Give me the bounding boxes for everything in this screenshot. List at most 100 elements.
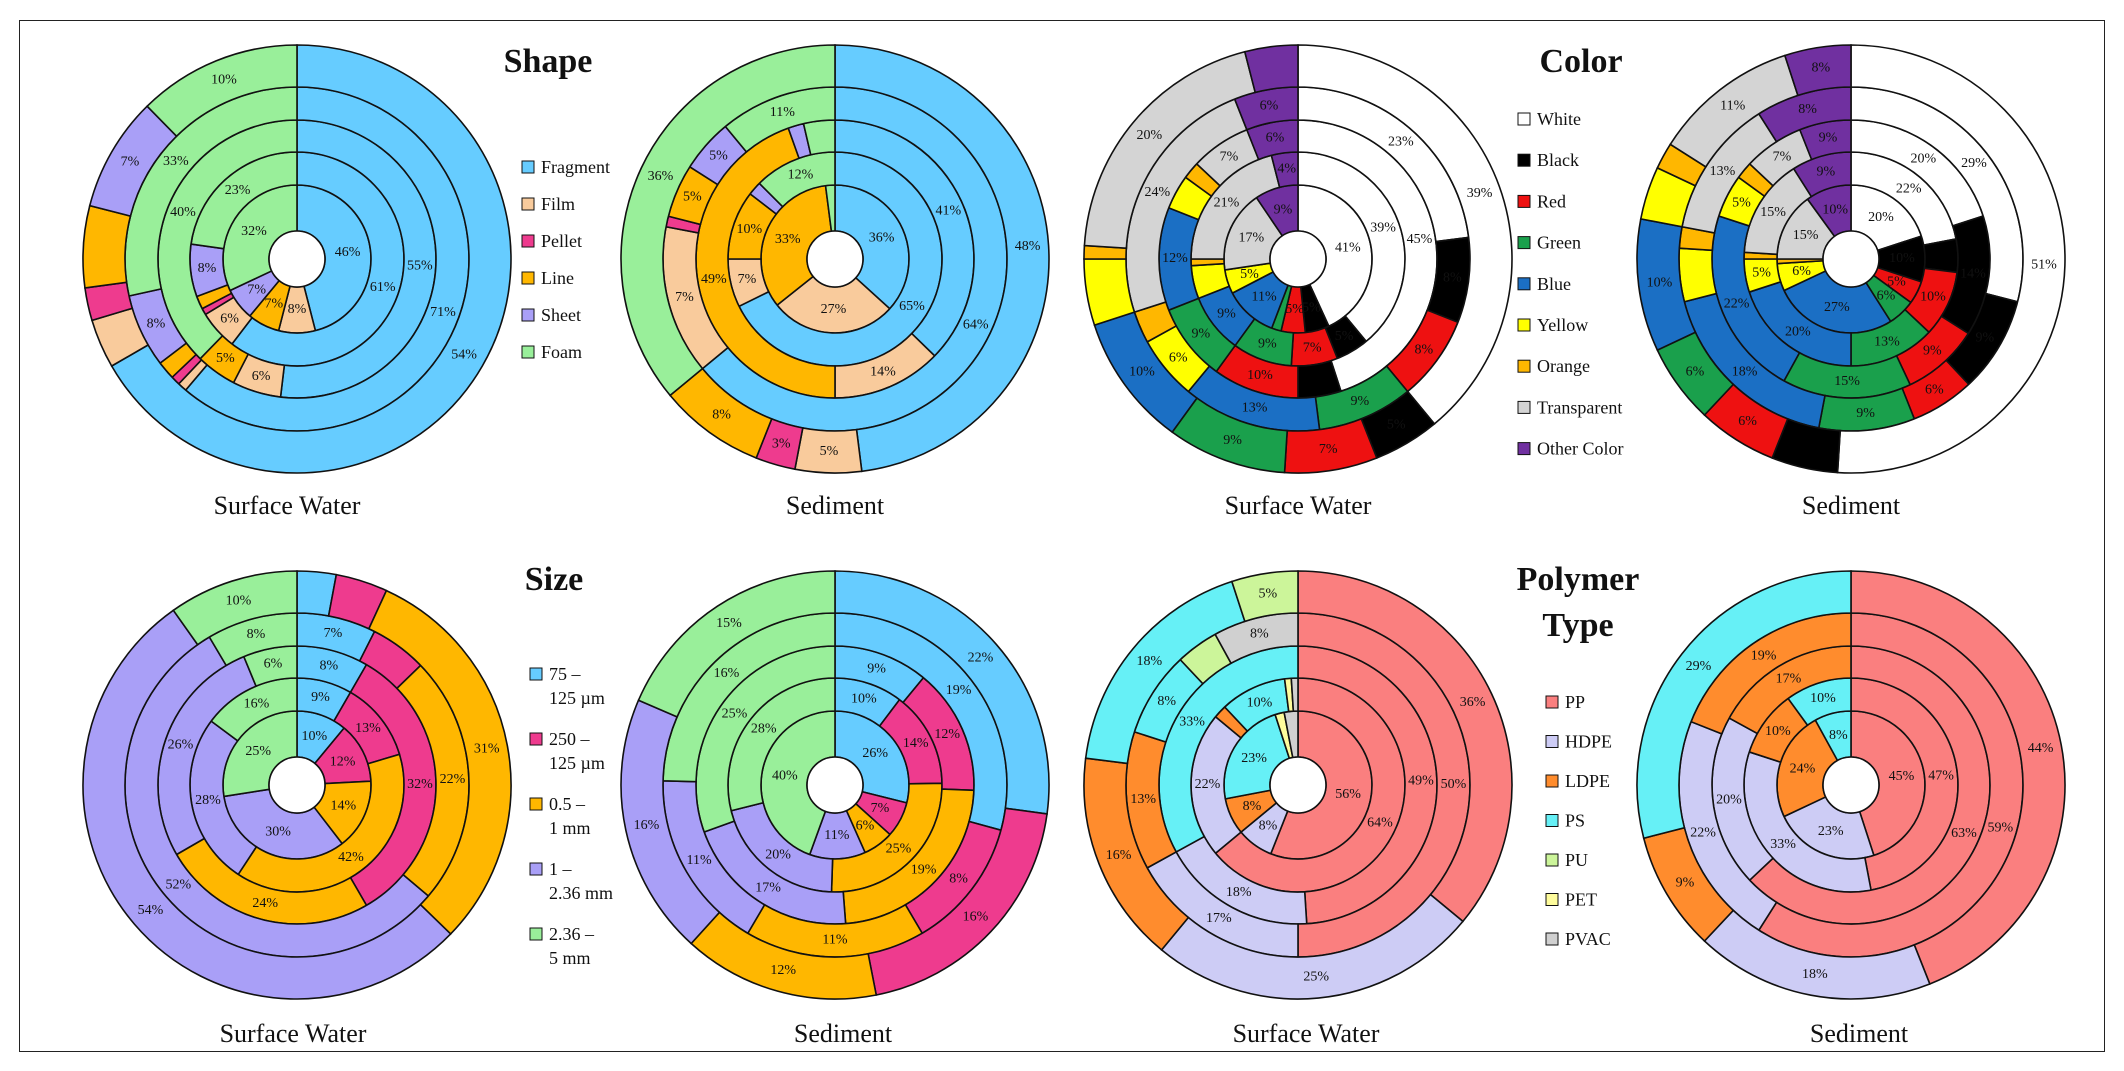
percent-label: 15% (1793, 228, 1819, 243)
percent-label: 11% (770, 105, 795, 120)
ring-2-segment-pvac (1290, 677, 1299, 712)
percent-label: 64% (1367, 816, 1393, 831)
percent-label: 49% (701, 272, 727, 287)
percent-label: 12% (1162, 251, 1188, 266)
legend-label: Film (541, 194, 575, 214)
percent-label: 14% (903, 736, 929, 751)
percent-label: 9% (1819, 130, 1838, 145)
percent-label: 24% (252, 896, 278, 911)
percent-label: 55% (407, 259, 433, 274)
percent-label: 5% (1335, 329, 1354, 344)
percent-label: 26% (168, 738, 194, 753)
donut-hole (1269, 230, 1327, 288)
percent-label: 25% (1303, 969, 1329, 984)
donut-hole (1269, 756, 1327, 814)
percent-label: 15% (1760, 205, 1786, 220)
percent-label: 12% (934, 727, 960, 742)
percent-label: 33% (775, 232, 801, 247)
legend-swatch (521, 271, 535, 285)
legend-swatch (521, 345, 535, 359)
percent-label: 6% (856, 819, 875, 834)
ring-5-segment-other-color (1243, 44, 1299, 94)
legend-label: 125 µm (549, 753, 605, 773)
ring-2-segment-black (1922, 238, 1959, 274)
percent-label: 25% (245, 744, 271, 759)
legend-swatch (1517, 236, 1531, 250)
panel-title-shape: Shape (504, 43, 593, 80)
percent-label: 36% (1460, 695, 1486, 710)
ring-5-segment-2-36-5-mm (172, 570, 298, 646)
percent-label: 5% (1258, 587, 1277, 602)
percent-label: 13% (1242, 401, 1268, 416)
percent-label: 5% (1387, 417, 1406, 432)
percent-label: 32% (241, 224, 267, 239)
percent-label: 15% (1834, 374, 1860, 389)
percent-label: 7% (675, 290, 694, 305)
percent-label: 8% (1243, 799, 1262, 814)
percent-label: 40% (170, 205, 196, 220)
percent-label: 9% (1676, 875, 1695, 890)
percent-label: 6% (252, 369, 271, 384)
legend-shape: Fragment Film Pellet Line Sheet Foam (521, 157, 610, 362)
donut-chart-7 (1083, 570, 1513, 1000)
donut-hole (806, 230, 864, 288)
percent-label: 23% (1388, 135, 1414, 150)
ring-2-segment-orange (1190, 258, 1225, 267)
caption-size-sediment: Sediment (794, 1019, 893, 1048)
percent-label: 54% (451, 348, 477, 363)
legend-label: HDPE (1565, 732, 1612, 752)
caption-color-sediment: Sediment (1802, 491, 1901, 520)
legend-swatch (1517, 442, 1531, 456)
percent-label: 45% (1889, 769, 1915, 784)
legend-swatch (529, 667, 543, 681)
percent-label: 65% (899, 299, 925, 314)
percent-label: 29% (1961, 156, 1987, 171)
percent-label: 16% (1106, 848, 1132, 863)
percent-label: 9% (311, 690, 330, 705)
donut-labels-1: 46%7%7%8%32%61%6%8%23%55%6%5%40%71%8%33%… (121, 73, 478, 384)
percent-label: 39% (1370, 221, 1396, 236)
percent-label: 10% (226, 593, 252, 608)
legend-label: Pellet (541, 231, 582, 251)
percent-label: 8% (198, 261, 217, 276)
percent-label: 23% (1241, 751, 1267, 766)
percent-label: 10% (1889, 251, 1915, 266)
caption-size-surface-water: Surface Water (220, 1019, 367, 1048)
percent-label: 30% (265, 825, 291, 840)
percent-label: 17% (1206, 911, 1232, 926)
percent-label: 9% (1223, 433, 1242, 448)
percent-label: 6% (1738, 414, 1757, 429)
legend-swatch (1545, 893, 1559, 906)
percent-label: 8% (147, 317, 166, 332)
percent-label: 22% (1896, 182, 1922, 197)
percent-label: 27% (821, 302, 847, 317)
donut-chart-3 (1083, 44, 1513, 474)
legend-swatch (1517, 318, 1531, 332)
percent-label: 64% (963, 317, 989, 332)
percent-label: 71% (430, 305, 456, 320)
donut-chart-8 (1636, 570, 2066, 1000)
ring-5-segment-1-2-36-mm (82, 609, 452, 1000)
percent-label: 20% (1868, 210, 1894, 225)
ring-5-segment-fragment (110, 44, 512, 474)
percent-label: 12% (788, 168, 814, 183)
legend-swatch (1517, 153, 1531, 167)
legend-label: 0.5 – (549, 794, 586, 814)
ring-5-segment-pp (1850, 570, 2066, 986)
percent-label: 15% (716, 616, 742, 631)
ring-5-segment-white (1297, 44, 1513, 426)
percent-label: 33% (1179, 715, 1205, 730)
percent-label: 8% (1829, 728, 1848, 743)
legend-label: PET (1565, 890, 1597, 910)
ring-5-segment-fragment (834, 44, 1050, 473)
percent-label: 8% (1259, 819, 1278, 834)
percent-label: 36% (648, 169, 674, 184)
percent-label: 8% (319, 658, 338, 673)
percent-label: 5% (1302, 300, 1321, 315)
percent-label: 7% (1220, 150, 1239, 165)
percent-label: 16% (963, 910, 989, 925)
percent-label: 20% (765, 848, 791, 863)
percent-label: 59% (1987, 821, 2013, 836)
percent-label: 9% (1191, 327, 1210, 342)
